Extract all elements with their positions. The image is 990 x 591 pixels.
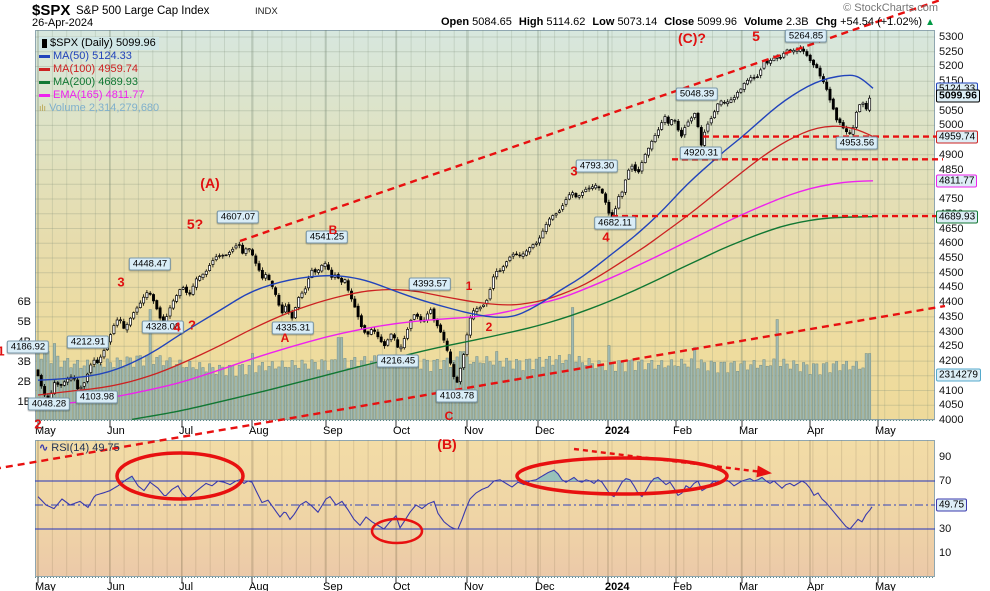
up-triangle-icon: ▲	[925, 17, 935, 28]
line-swatch	[39, 67, 50, 71]
highlight-ellipse	[115, 451, 245, 501]
gridlines	[35, 30, 935, 583]
ma200-line	[131, 216, 874, 420]
legend-ma200: MA(200) 4689.93	[39, 76, 159, 89]
change-quote: Chg +54.54 (+1.02%) ▲	[815, 16, 935, 28]
open-quote: Open 5084.65	[440, 16, 512, 28]
highlight-ellipse	[370, 517, 424, 545]
legend-ma100: MA(100) 4959.74	[39, 63, 159, 76]
rsi-series	[35, 469, 935, 530]
main-legend: $SPX (Daily) 5099.96 MA(50) 5124.33 MA(1…	[39, 37, 160, 115]
legend-ma50: MA(50) 5124.33	[39, 50, 159, 63]
symbol-exchange: INDX	[255, 6, 278, 17]
trendline-lower-support	[0, 304, 946, 470]
low-quote: Low 5073.14	[592, 16, 658, 28]
legend-volume: ılı Volume 2,314,279,680	[39, 102, 160, 114]
direction-arrow	[573, 447, 761, 473]
chart-date: 26-Apr-2024	[32, 17, 94, 29]
arrowhead	[756, 465, 772, 478]
symbol-title: $SPX	[32, 2, 71, 19]
legend-ema165: EMA(165) 4811.77	[39, 89, 159, 102]
highlight-ellipse	[515, 456, 729, 496]
legend-spx: $SPX (Daily) 5099.96	[39, 37, 160, 50]
rsi-legend: ∿ RSI(14) 49.75	[39, 442, 120, 454]
copyright: © StockCharts.com	[843, 2, 938, 14]
quote-strip: Open 5084.65 High 5114.62 Low 5073.14 Cl…	[441, 16, 935, 28]
rsi-chart-panel	[35, 440, 935, 577]
symbol-name: S&P 500 Large Cap Index	[76, 5, 210, 17]
candle-icon	[42, 38, 47, 48]
volume-quote: Volume 2.3B	[744, 16, 809, 28]
ma50-line	[37, 74, 874, 381]
zigzag-icon: ∿	[39, 442, 49, 454]
ema165-line	[37, 180, 874, 407]
high-quote: High 5114.62	[518, 16, 586, 28]
candlestick-series	[36, 45, 872, 407]
annotations	[0, 0, 946, 545]
volume-bars-icon: ılı	[39, 103, 47, 113]
ma100-line	[37, 125, 874, 396]
line-swatch	[39, 54, 50, 58]
close-quote: Close 5099.96	[664, 16, 737, 28]
line-swatch	[39, 93, 50, 97]
line-swatch	[39, 80, 50, 84]
trendline-upper-channel	[239, 0, 945, 243]
